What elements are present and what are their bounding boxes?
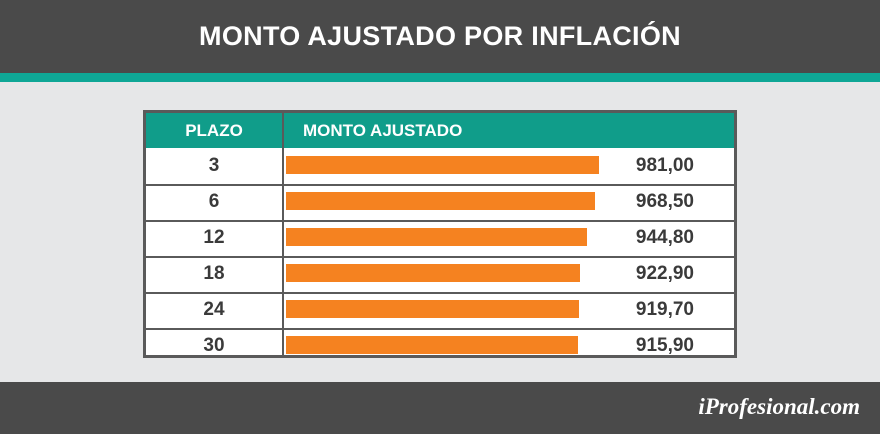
plazo-cell: 3 <box>208 155 220 176</box>
page-title: MONTO AJUSTADO POR INFLACIÓN <box>0 0 880 73</box>
plazo-cell: 24 <box>203 299 225 320</box>
row-divider <box>146 184 734 186</box>
value-label: 915,90 <box>635 335 694 356</box>
table-row: 18 922,90 <box>146 256 734 294</box>
row-divider <box>146 220 734 222</box>
table-header: PLAZO MONTO AJUSTADO <box>146 113 734 148</box>
value-label: 968,50 <box>635 191 694 212</box>
data-table: PLAZO MONTO AJUSTADO 3 981,00 6 968,50 12 944… <box>143 110 737 358</box>
value-bar <box>286 192 595 210</box>
value-label: 922,90 <box>635 263 694 284</box>
accent-stripe <box>0 73 880 82</box>
column-divider <box>282 113 284 355</box>
brand-logo: iProfesional.com <box>698 394 860 419</box>
value-label: 981,00 <box>635 155 694 176</box>
table-row: 24 919,70 <box>146 292 734 330</box>
column-header-monto: MONTO AJUSTADO <box>303 120 463 140</box>
row-divider <box>146 256 734 258</box>
value-bar <box>286 336 579 354</box>
table-row: 12 944,80 <box>146 220 734 258</box>
row-divider <box>146 292 734 294</box>
plazo-cell: 12 <box>203 227 225 248</box>
table-row: 30 915,90 <box>146 328 734 364</box>
column-header-plazo: PLAZO <box>185 120 243 140</box>
plazo-cell: 30 <box>203 335 225 356</box>
value-bar <box>286 156 599 174</box>
value-label: 944,80 <box>635 227 694 248</box>
table-row: 6 968,50 <box>146 184 734 222</box>
plazo-cell: 18 <box>203 263 225 284</box>
table-row: 3 981,00 <box>146 148 734 186</box>
footer-bar <box>0 382 880 434</box>
value-label: 919,70 <box>635 299 694 320</box>
row-divider <box>146 328 734 330</box>
plazo-cell: 6 <box>208 191 220 212</box>
value-bar <box>286 228 588 246</box>
value-bar <box>286 264 581 282</box>
value-bar <box>286 300 580 318</box>
